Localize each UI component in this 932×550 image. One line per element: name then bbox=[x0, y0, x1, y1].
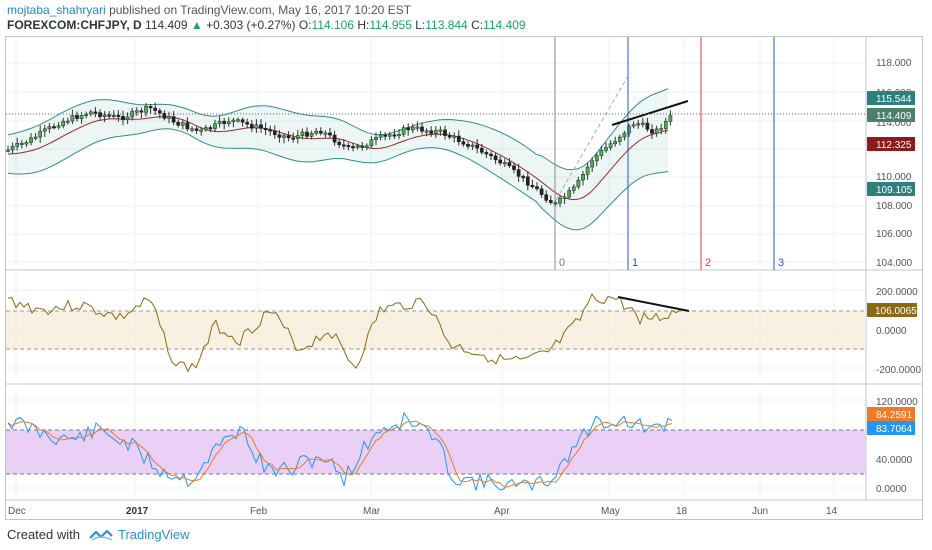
time-label: 2017 bbox=[126, 506, 149, 517]
open-value: 114.106 bbox=[311, 18, 355, 32]
bollinger-band-fill bbox=[8, 88, 668, 230]
time-label: Apr bbox=[494, 506, 510, 517]
time-label: Dec bbox=[8, 506, 26, 517]
time-label: 18 bbox=[676, 506, 688, 517]
bollinger-upper-line bbox=[7, 88, 669, 171]
low-label: L: bbox=[415, 18, 426, 32]
cci-value: 106.0065 bbox=[875, 306, 917, 317]
price-axis[interactable]: 118.000 116.000 114.000 112.000 110.000 … bbox=[867, 58, 915, 269]
stoch-tick: 120.0000 bbox=[876, 397, 918, 408]
trend-projection-dashed[interactable] bbox=[555, 75, 629, 201]
tradingview-brand[interactable]: TradingView bbox=[117, 527, 190, 542]
close-value: 114.409 bbox=[483, 18, 526, 32]
sma-label: 112.325 bbox=[876, 140, 912, 151]
cci-band-fill bbox=[6, 311, 866, 349]
fib-zone-label-3: 3 bbox=[778, 257, 784, 269]
low-value: 113.844 bbox=[425, 18, 468, 32]
bb-lower-label-bg bbox=[867, 182, 915, 196]
time-label: Feb bbox=[250, 506, 268, 517]
bollinger-lower-line bbox=[7, 128, 669, 231]
symbol-legend: FOREXCOM:CHFJPY, D 114.409 ▲ +0.303 (+0.… bbox=[7, 18, 526, 32]
high-value: 114.955 bbox=[369, 18, 412, 32]
price-tick: 118.000 bbox=[876, 58, 912, 69]
cci-axis[interactable]: 200.0000 0.0000 -200.0000 106.0065 bbox=[867, 287, 921, 376]
time-label: Mar bbox=[363, 506, 381, 517]
created-with-text: Created with bbox=[7, 527, 80, 542]
price-tick: 114.000 bbox=[876, 118, 912, 129]
bb-upper-label-bg bbox=[867, 91, 915, 105]
stoch-tick: 0.0000 bbox=[876, 484, 907, 495]
publish-info: mojtaba_shahryari published on TradingVi… bbox=[7, 3, 411, 17]
cci-line bbox=[7, 292, 681, 373]
fib-zone-label-2: 2 bbox=[705, 257, 711, 269]
price-trend-line[interactable] bbox=[611, 100, 689, 126]
price-tick: 104.000 bbox=[876, 258, 913, 269]
up-arrow-icon: ▲ bbox=[190, 18, 203, 32]
stoch-band-fill bbox=[6, 430, 866, 474]
time-label: Jun bbox=[752, 506, 768, 517]
price-tick: 110.000 bbox=[876, 172, 912, 183]
stoch-tick: 40.0000 bbox=[876, 455, 913, 466]
cci-trend-line[interactable] bbox=[617, 296, 690, 312]
stoch-k-line bbox=[7, 411, 673, 492]
published-text: published on TradingView.com, May 16, 20… bbox=[109, 3, 412, 17]
cci-tick: 0.0000 bbox=[876, 326, 907, 337]
cci-tick: 200.0000 bbox=[876, 287, 918, 298]
symbol-name: FOREXCOM:CHFJPY, D bbox=[7, 18, 142, 32]
time-label: May bbox=[601, 506, 620, 517]
high-label: H: bbox=[357, 18, 370, 32]
bb-upper-label: 115.544 bbox=[876, 94, 912, 105]
time-axis[interactable]: Dec 2017 Feb Mar Apr May 18 Jun 14 bbox=[8, 506, 838, 517]
price-tick: 106.000 bbox=[876, 229, 913, 240]
stoch-d-value: 84.2591 bbox=[876, 410, 913, 421]
cci-tick: -200.0000 bbox=[876, 365, 921, 376]
close-label: C: bbox=[471, 18, 484, 32]
last-price: 114.409 bbox=[145, 18, 188, 32]
open-label: O: bbox=[298, 18, 312, 32]
cci-value-bg bbox=[867, 303, 917, 317]
footer: Created with TradingView bbox=[7, 527, 190, 542]
stoch-axis[interactable]: 120.0000 40.0000 0.0000 84.2591 83.7064 bbox=[867, 397, 918, 495]
price-tick: 108.000 bbox=[876, 201, 913, 212]
bb-lower-label: 109.105 bbox=[876, 185, 913, 196]
sma-label-bg bbox=[867, 137, 915, 151]
stoch-d-line bbox=[7, 420, 673, 488]
tradingview-cloud-icon bbox=[89, 529, 113, 541]
stoch-d-value-bg bbox=[867, 407, 915, 421]
time-label: 14 bbox=[826, 506, 838, 517]
last-price-label-bg bbox=[867, 108, 915, 122]
stoch-k-value: 83.7064 bbox=[876, 424, 913, 435]
fib-zone-label-1: 1 bbox=[632, 257, 638, 269]
fib-zone-label-0: 0 bbox=[559, 257, 565, 269]
stoch-k-value-bg bbox=[867, 421, 915, 435]
price-change: +0.303 (+0.27%) bbox=[206, 18, 296, 32]
author-link[interactable]: mojtaba_shahryari bbox=[7, 3, 106, 17]
fib-time-zones[interactable]: 0 1 2 3 bbox=[554, 37, 784, 270]
last-price-label: 114.409 bbox=[876, 111, 912, 122]
